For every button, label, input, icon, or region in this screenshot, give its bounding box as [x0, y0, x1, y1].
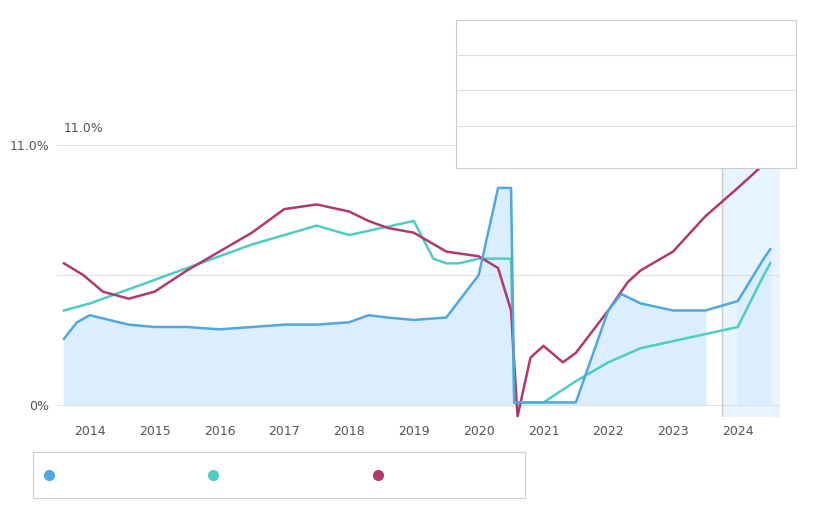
Text: 6.6%: 6.6% [599, 60, 632, 73]
Bar [722, 122, 780, 417]
Text: Past: Past [725, 114, 750, 126]
Text: Dividend Per Share: Dividend Per Share [228, 468, 342, 482]
Text: /yr: /yr [673, 96, 693, 109]
Text: Earnings Per Share: Earnings Per Share [392, 468, 504, 482]
Text: 11.0%: 11.0% [64, 122, 103, 135]
Text: Jul 04 2024: Jul 04 2024 [466, 35, 549, 48]
Text: No data: No data [599, 131, 645, 144]
Text: /yr: /yr [644, 60, 664, 73]
Text: Dividend Yield: Dividend Yield [64, 468, 149, 482]
Text: Earnings Per Share: Earnings Per Share [466, 131, 577, 144]
Text: Dividend Yield: Dividend Yield [466, 60, 550, 73]
Text: Dividend Per Share: Dividend Per Share [466, 96, 579, 109]
Text: HK$0.125: HK$0.125 [599, 96, 663, 109]
